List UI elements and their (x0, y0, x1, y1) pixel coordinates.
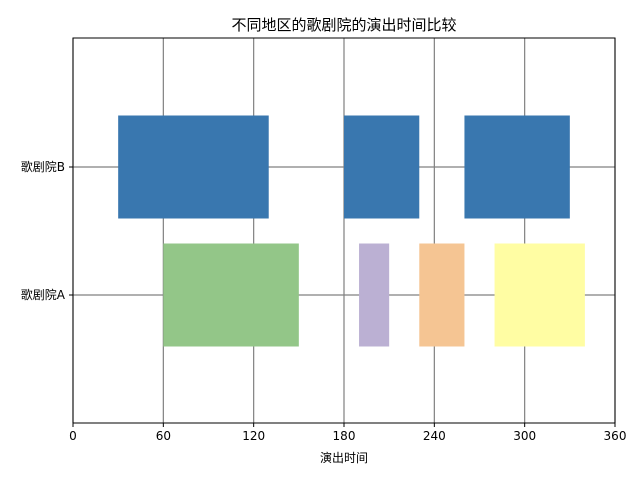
x-tick-label: 300 (513, 429, 536, 443)
x-tick-label: 0 (69, 429, 77, 443)
x-axis-ticks: 0 60 120 180 240 300 360 (69, 423, 626, 443)
bar-segment (494, 243, 585, 347)
x-tick-label: 60 (156, 429, 171, 443)
y-axis-ticks: 歌剧院A 歌剧院B (21, 159, 73, 302)
x-axis-label: 演出时间 (320, 450, 368, 465)
bar-segment (344, 115, 420, 219)
x-tick-label: 180 (333, 429, 356, 443)
x-tick-label: 240 (423, 429, 446, 443)
bar-segment (163, 243, 299, 347)
bar-segment (419, 243, 465, 347)
y-tick-label: 歌剧院A (21, 287, 66, 302)
bars (118, 115, 585, 347)
x-tick-label: 360 (604, 429, 627, 443)
bar-segment (118, 115, 269, 219)
x-tick-label: 120 (242, 429, 265, 443)
y-tick-label: 歌剧院B (21, 159, 65, 174)
grid (72, 38, 616, 423)
bar-segment (359, 243, 390, 347)
bar-segment (464, 115, 570, 219)
chart-title: 不同地区的歌剧院的演出时间比较 (231, 16, 456, 34)
